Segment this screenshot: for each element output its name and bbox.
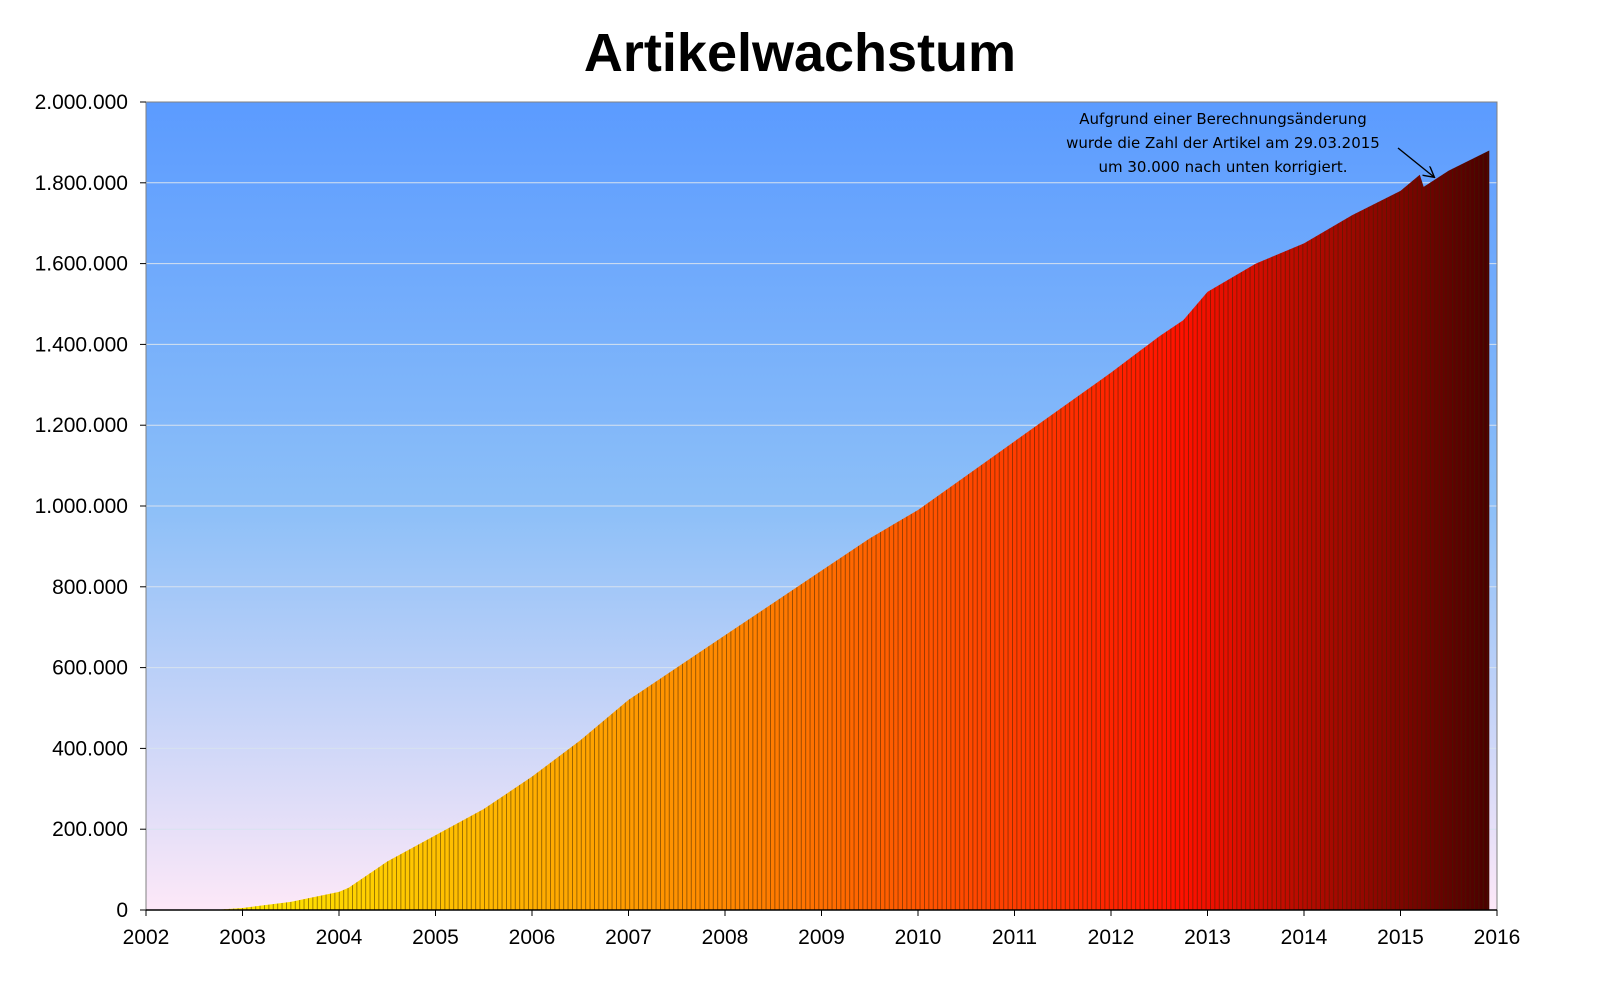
y-tick-label: 400.000 <box>52 737 128 760</box>
y-tick-label: 600.000 <box>52 657 128 680</box>
x-tick-label: 2016 <box>1474 926 1521 949</box>
chart-title: Artikelwachstum <box>583 23 1017 83</box>
y-axis-ticks: 0 200.000 400.000 600.000 800.000 1.000.000 1.… <box>35 91 146 922</box>
x-tick-label: 2007 <box>605 926 652 949</box>
x-tick-label: 2008 <box>702 926 749 949</box>
annotation-line: wurde die Zahl der Artikel am 29.03.2015 <box>1066 134 1380 152</box>
x-tick-label: 2012 <box>1088 926 1135 949</box>
y-tick-label: 1.800.000 <box>35 172 128 195</box>
y-tick-label: 800.000 <box>52 576 128 599</box>
x-tick-label: 2003 <box>219 926 266 949</box>
x-tick-label: 2010 <box>895 926 942 949</box>
annotation-arrow <box>1397 147 1434 177</box>
x-tick-label: 2009 <box>798 926 845 949</box>
y-tick-label: 2.000.000 <box>35 91 128 114</box>
x-tick-label: 2006 <box>509 926 556 949</box>
annotation: Aufgrund einer Berechnungsänderung wurde … <box>1066 110 1434 177</box>
y-tick-label: 1.600.000 <box>35 253 128 276</box>
y-tick-label: 200.000 <box>52 818 128 841</box>
y-tick-label: 1.200.000 <box>35 414 128 437</box>
x-tick-label: 2013 <box>1184 926 1231 949</box>
x-tick-label: 2015 <box>1377 926 1424 949</box>
x-axis-ticks: 2002 2003 2004 2005 2006 2007 2008 2009 2010 2011… <box>123 910 1521 949</box>
x-tick-label: 2014 <box>1281 926 1328 949</box>
series-area-bars <box>213 150 1490 911</box>
annotation-line: Aufgrund einer Berechnungsänderung <box>1079 110 1366 128</box>
x-tick-label: 2002 <box>123 926 170 949</box>
x-tick-label: 2004 <box>316 926 363 949</box>
y-tick-label: 0 <box>116 899 128 922</box>
annotation-line: um 30.000 nach unten korrigiert. <box>1098 158 1347 176</box>
y-tick-label: 1.400.000 <box>35 333 128 356</box>
y-tick-label: 1.000.000 <box>35 495 128 518</box>
x-tick-label: 2005 <box>412 926 459 949</box>
x-tick-label: 2011 <box>992 926 1037 949</box>
